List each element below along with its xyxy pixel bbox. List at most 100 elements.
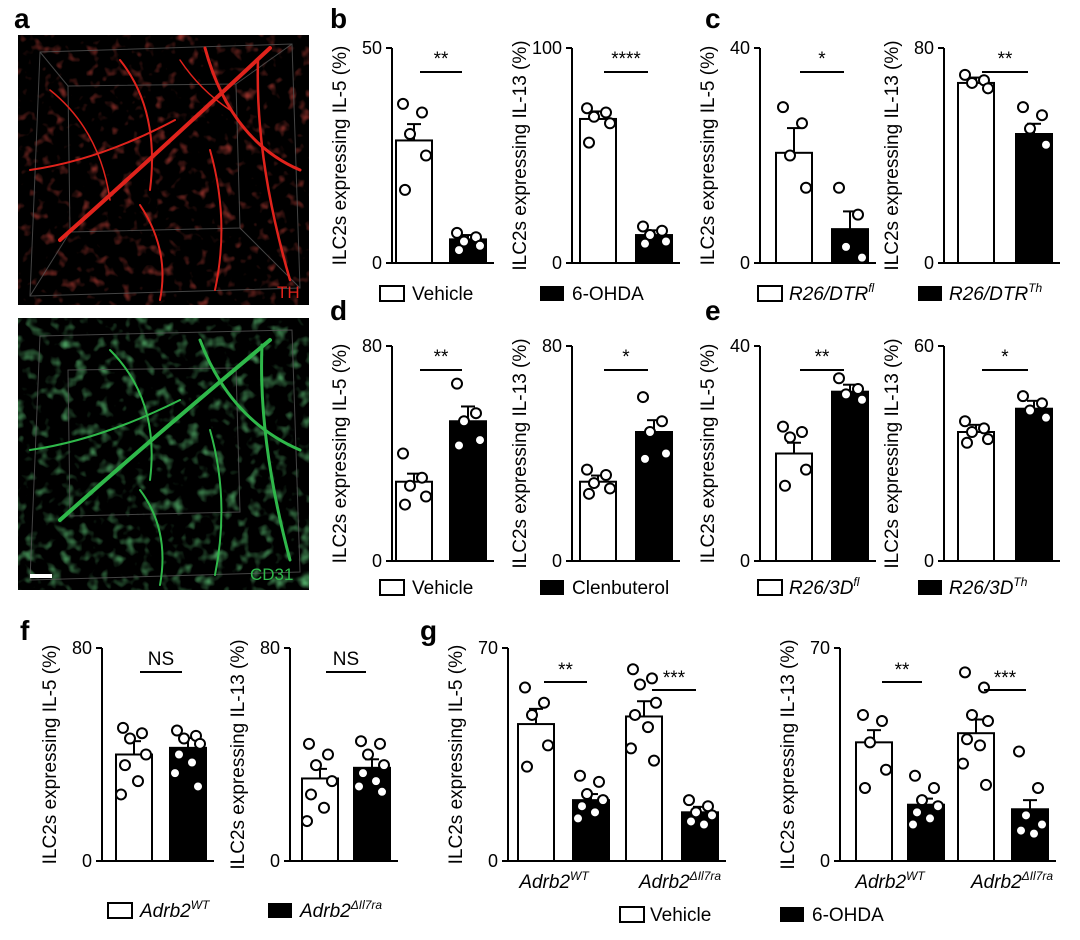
e2-y-axis-label: ILC2s expressing IL-13 (%): [882, 338, 903, 568]
f2-point-0-3: [326, 775, 338, 788]
f2-y-tick-label-0: 0: [270, 851, 280, 871]
f1-point-0-6: [115, 788, 127, 801]
d1-point-0-4: [399, 498, 411, 511]
e2-point-1-0: [1017, 390, 1029, 403]
f2-point-0-5: [318, 801, 330, 814]
g2-point-1-1-3: [1036, 818, 1048, 831]
g2-point-0-0-1: [876, 715, 888, 728]
b2-point-1-1: [656, 224, 668, 237]
chart-d2: 0 80 ILC2s expressing IL-13 (%) *: [510, 336, 680, 571]
d2-point-0-2: [588, 477, 600, 490]
g2-point-0-0-3: [880, 763, 892, 776]
g1-bar-0-0: [517, 723, 555, 862]
c1-sig-label-0: *: [818, 49, 826, 70]
g2-sig-label-1: ***: [994, 668, 1017, 689]
e1-point-1-0: [833, 372, 845, 385]
panel-label-a: a: [14, 3, 30, 34]
legend-c-filled-label: R26/DTRTh: [949, 281, 1043, 305]
f1-point-0-4: [119, 759, 131, 772]
chart-c2: 0 80 ILC2s expressing IL-13 (%) **: [882, 38, 1060, 273]
b1-point-0-2: [404, 128, 416, 140]
g2-point-0-1-1: [928, 781, 940, 794]
microscopy-image-th: TH: [18, 35, 309, 305]
g2-bar-1-0: [957, 732, 995, 863]
g2-bar-0-0: [855, 741, 893, 862]
e1-point-0-1: [796, 426, 808, 438]
legend-d-open-swatch: [379, 579, 405, 596]
c1-point-1-3: [856, 251, 868, 264]
c1-y-tick-label-0: 0: [740, 253, 750, 273]
g2-point-1-1-5: [1028, 827, 1040, 840]
b2-point-0-2: [588, 110, 600, 123]
d2-point-1-0: [637, 391, 649, 404]
g2-point-0-1-4: [911, 806, 923, 819]
c2-point-1-1: [1036, 109, 1048, 122]
e1-point-1-3: [856, 393, 868, 406]
legend-g: Vehicle 6-OHDA: [619, 905, 884, 926]
b2-y-axis-label: ILC2s expressing IL-13 (%): [510, 40, 531, 270]
b2-y-tick-label-1: 100: [532, 38, 562, 58]
d1-y-axis-label: ILC2s expressing IL-5 (%): [330, 344, 351, 564]
chart-e2: 0 60 ILC2s expressing IL-13 (%) *: [882, 336, 1060, 571]
f2-point-1-2: [362, 748, 374, 761]
d2-sig-label-0: *: [622, 347, 630, 368]
e1-point-1-2: [840, 388, 852, 401]
d2-y-axis-label: ILC2s expressing IL-13 (%): [510, 338, 531, 568]
b1-point-0-4: [399, 183, 411, 196]
b1-point-0-0: [397, 97, 409, 110]
e2-point-0-3: [982, 433, 994, 446]
g1-bar-1-0: [625, 715, 663, 863]
legend-f-filled-swatch: [268, 903, 292, 918]
b1-sig-label-0: **: [434, 49, 449, 70]
chart-e1: 0 40 ILC2s expressing IL-5 (%) **: [698, 336, 876, 571]
g2-point-0-0-4: [859, 781, 871, 794]
g1-y-tick-label-1: 70: [478, 638, 498, 658]
e2-y-tick-label-1: 60: [914, 336, 934, 356]
legend-b-open-swatch: [379, 285, 405, 302]
c1-y-tick-label-1: 40: [730, 38, 750, 58]
g1-sig-label-1: ***: [663, 668, 686, 689]
f1-point-1-5: [186, 756, 198, 769]
c2-y-axis-label: ILC2s expressing IL-13 (%): [882, 40, 903, 270]
image-label-th: TH: [277, 283, 300, 302]
legend-e-open-label: R26/3Dfl: [789, 575, 860, 599]
panel-label-e: e: [705, 295, 721, 326]
f1-point-1-3: [194, 737, 206, 750]
g1-point-0-1-1: [593, 775, 605, 788]
group-label-g2-mut: Adrb2ΔIl7ra: [970, 869, 1053, 893]
f1-point-0-0: [117, 721, 129, 734]
g2-point-0-0-0: [857, 708, 869, 721]
f2-sig-label-0: NS: [333, 649, 359, 670]
d2-y-tick-label-0: 0: [552, 551, 562, 571]
g2-point-0-0-2: [864, 736, 876, 749]
e2-bar-0: [957, 431, 995, 562]
b1-point-0-3: [420, 149, 432, 162]
legend-d-filled-swatch: [540, 580, 564, 595]
g1-point-1-0-6: [625, 742, 637, 755]
c2-bar-0: [957, 81, 995, 264]
e2-point-0-4: [961, 436, 973, 449]
f2-point-0-1: [322, 748, 334, 761]
g2-point-1-1-1: [1032, 781, 1044, 794]
c2-point-0-0: [959, 68, 971, 81]
d2-point-1-3: [660, 447, 672, 460]
e1-point-1-1: [852, 383, 864, 395]
f1-point-0-5: [132, 775, 144, 788]
e2-sig-label-0: *: [1001, 347, 1009, 368]
g1-point-0-1-3: [597, 794, 609, 807]
legend-f-open-swatch: [107, 902, 133, 919]
legend-g-filled-swatch: [780, 907, 804, 922]
e2-y-tick-label-0: 0: [924, 551, 934, 571]
f2-point-1-1: [374, 737, 386, 750]
b2-point-1-3: [660, 235, 672, 248]
c2-point-1-0: [1017, 101, 1029, 114]
e1-y-tick-label-0: 0: [740, 551, 750, 571]
g1-point-0-0-2: [526, 708, 538, 721]
b2-point-1-0: [637, 220, 649, 233]
g1-point-1-0-4: [629, 708, 641, 721]
b2-point-1-4: [639, 237, 651, 250]
f2-y-axis-label: ILC2s expressing IL-13 (%): [228, 639, 249, 869]
f1-point-1-4: [173, 748, 185, 761]
